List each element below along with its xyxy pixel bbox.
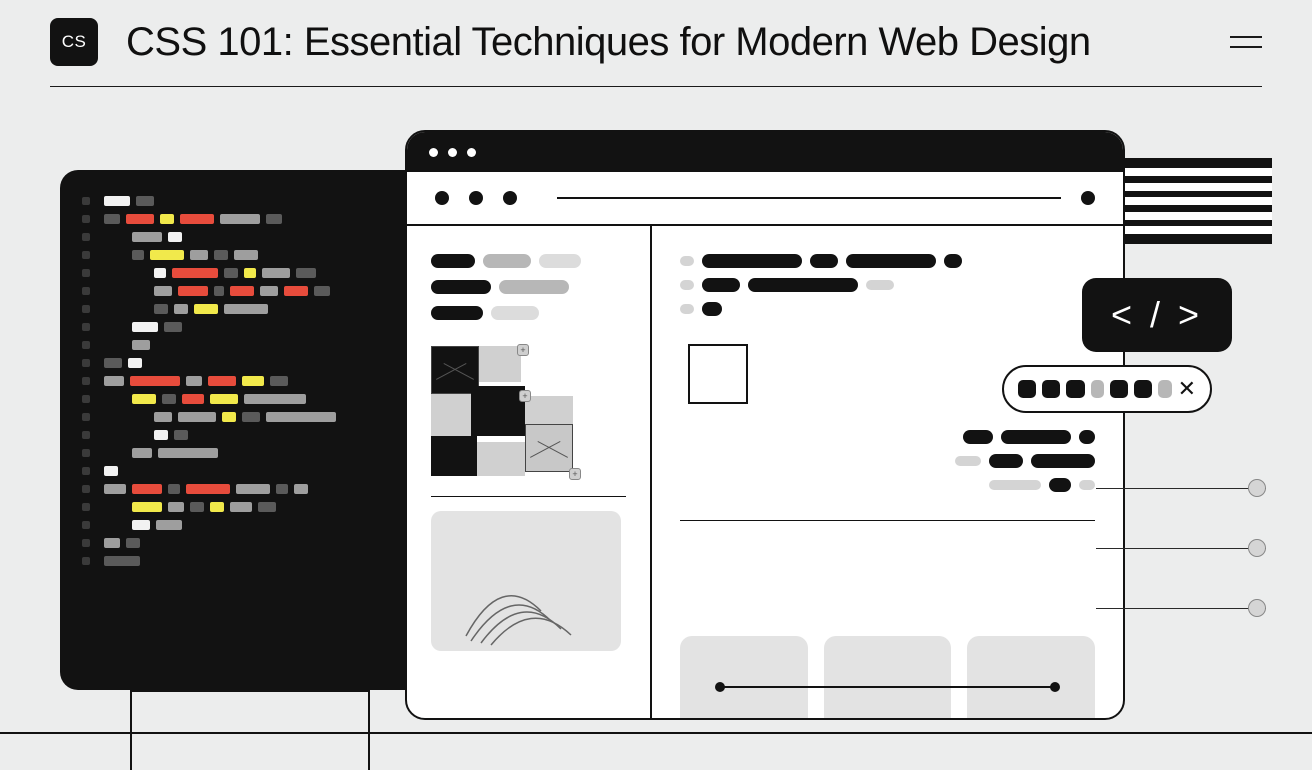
- divider: [431, 496, 626, 497]
- code-line: [82, 196, 418, 206]
- nav-reload-icon[interactable]: [503, 191, 517, 205]
- code-line: [82, 538, 418, 548]
- browser-left-pane: + + +: [407, 226, 652, 718]
- code-line: [82, 304, 418, 314]
- wireframe-text-row: [431, 254, 626, 268]
- layout-grid-demo: + + +: [431, 346, 601, 476]
- monitor-stand: [130, 690, 370, 770]
- code-line: [82, 286, 418, 296]
- chip[interactable]: [1134, 380, 1152, 398]
- code-line: [82, 250, 418, 260]
- code-line: [82, 358, 418, 368]
- slider-handle[interactable]: [1050, 682, 1060, 692]
- code-line: [82, 520, 418, 530]
- code-line: [82, 214, 418, 224]
- card-thumbnail[interactable]: [680, 636, 808, 720]
- illustration-canvas: + + +: [0, 120, 1312, 736]
- timeline-dot: [1248, 539, 1266, 557]
- wireframe-text-row: [865, 478, 1095, 492]
- address-bar[interactable]: [557, 197, 1061, 199]
- address-bar-end-icon: [1081, 191, 1095, 205]
- code-line: [82, 430, 418, 440]
- card-row: [680, 636, 1095, 720]
- browser-toolbar: [407, 172, 1123, 226]
- code-line: [82, 376, 418, 386]
- code-line: [82, 394, 418, 404]
- code-line: [82, 502, 418, 512]
- code-line: [82, 484, 418, 494]
- wireframe-text-row: [865, 430, 1095, 444]
- timeline-dot: [1248, 599, 1266, 617]
- code-line: [82, 412, 418, 422]
- code-monitor: [60, 170, 440, 690]
- code-line: [82, 268, 418, 278]
- code-line: [82, 322, 418, 332]
- chip[interactable]: [1110, 380, 1128, 398]
- divider: [680, 520, 1095, 521]
- header-divider: [50, 86, 1262, 87]
- chip[interactable]: [1018, 380, 1036, 398]
- code-line: [82, 340, 418, 350]
- page-header: CS CSS 101: Essential Techniques for Mod…: [50, 18, 1262, 66]
- baseline-rule: [0, 732, 1312, 734]
- code-tag-label: < / >: [1111, 294, 1203, 336]
- chip[interactable]: [1042, 380, 1060, 398]
- close-icon[interactable]: ✕: [1178, 376, 1196, 402]
- logo-badge[interactable]: CS: [50, 18, 98, 66]
- slider-handle[interactable]: [715, 682, 725, 692]
- browser-window: + + +: [405, 130, 1125, 720]
- window-dot: [467, 148, 476, 157]
- card-thumbnail[interactable]: [824, 636, 952, 720]
- wireframe-text-row: [680, 254, 1095, 268]
- window-dot: [448, 148, 457, 157]
- thumbnail-preview: [431, 511, 621, 651]
- wireframe-text-row: [865, 454, 1095, 468]
- wireframe-text-row: [680, 302, 1095, 316]
- chip[interactable]: [1158, 380, 1171, 398]
- chip-toolbar: ✕: [1002, 365, 1212, 413]
- wireframe-text-row: [431, 306, 626, 320]
- logo-text: CS: [62, 32, 87, 52]
- wireframe-text-row: [680, 278, 1095, 292]
- chip[interactable]: [1091, 380, 1104, 398]
- browser-body: + + +: [407, 226, 1123, 718]
- code-line: [82, 556, 418, 566]
- timeline-dot: [1248, 479, 1266, 497]
- browser-right-pane: [652, 226, 1123, 718]
- scribble-icon: [431, 511, 621, 651]
- code-tag-badge: < / >: [1082, 278, 1232, 352]
- browser-titlebar: [407, 132, 1123, 172]
- chip[interactable]: [1066, 380, 1084, 398]
- code-line: [82, 466, 418, 476]
- nav-forward-icon[interactable]: [469, 191, 483, 205]
- menu-icon[interactable]: [1230, 36, 1262, 48]
- timeline-decoration: [1096, 488, 1266, 668]
- nav-back-icon[interactable]: [435, 191, 449, 205]
- card-thumbnail[interactable]: [967, 636, 1095, 720]
- box-placeholder: [688, 344, 748, 404]
- code-line: [82, 448, 418, 458]
- code-line: [82, 232, 418, 242]
- page-title: CSS 101: Essential Techniques for Modern…: [126, 20, 1091, 65]
- window-dot: [429, 148, 438, 157]
- wireframe-text-row: [431, 280, 626, 294]
- carousel-track[interactable]: [720, 686, 1055, 688]
